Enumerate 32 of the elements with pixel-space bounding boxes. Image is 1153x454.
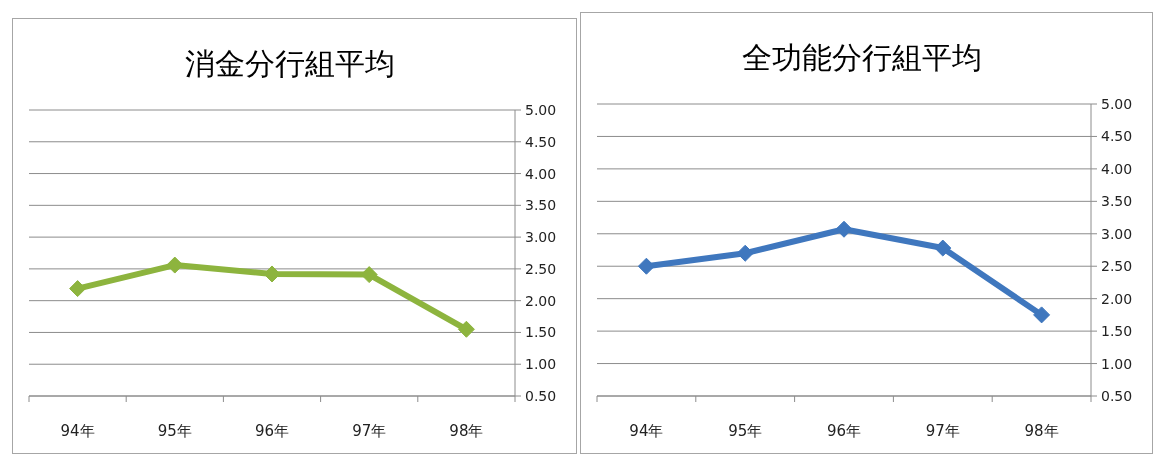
y-tick-label: 2.00 xyxy=(525,292,557,309)
y-tick-label: 4.00 xyxy=(1101,160,1133,177)
y-tick-label: 4.50 xyxy=(1101,128,1133,145)
y-tick-label: 2.00 xyxy=(1101,290,1133,307)
y-tick-label: 3.50 xyxy=(525,197,557,214)
y-tick-label: 5.00 xyxy=(525,102,557,118)
x-tick-label: 95年 xyxy=(728,422,763,440)
y-tick-label: 3.00 xyxy=(525,229,557,246)
y-tick-label: 4.00 xyxy=(525,165,557,182)
y-tick-label: 3.50 xyxy=(1101,193,1133,210)
x-tick-label: 96年 xyxy=(254,422,290,440)
x-tick-label: 98年 xyxy=(1024,422,1059,440)
y-tick-label: 2.50 xyxy=(525,260,557,277)
y-tick-label: 1.50 xyxy=(525,324,557,341)
y-tick-label: 0.50 xyxy=(525,388,557,404)
x-tick-label: 98年 xyxy=(449,422,484,440)
x-tick-label: 94年 xyxy=(629,422,664,440)
y-tick-label: 5.00 xyxy=(1101,96,1133,112)
chart-title: 消金分行組平均 xyxy=(184,46,395,81)
x-tick-label: 97年 xyxy=(925,422,960,440)
y-tick-label: 1.50 xyxy=(1101,323,1133,340)
x-tick-label: 94年 xyxy=(60,422,95,440)
y-tick-label: 4.50 xyxy=(525,133,557,150)
y-tick-label: 0.50 xyxy=(1101,388,1133,404)
y-tick-label: 3.00 xyxy=(1101,225,1133,242)
y-tick-label: 1.00 xyxy=(525,356,557,373)
x-tick-label: 96年 xyxy=(826,422,862,440)
x-tick-label: 95年 xyxy=(157,422,192,440)
x-tick-label: 97年 xyxy=(352,422,387,440)
y-tick-label: 1.00 xyxy=(1101,355,1133,372)
chart-title: 全功能分行組平均 xyxy=(741,40,982,75)
y-tick-label: 2.50 xyxy=(1101,258,1133,275)
